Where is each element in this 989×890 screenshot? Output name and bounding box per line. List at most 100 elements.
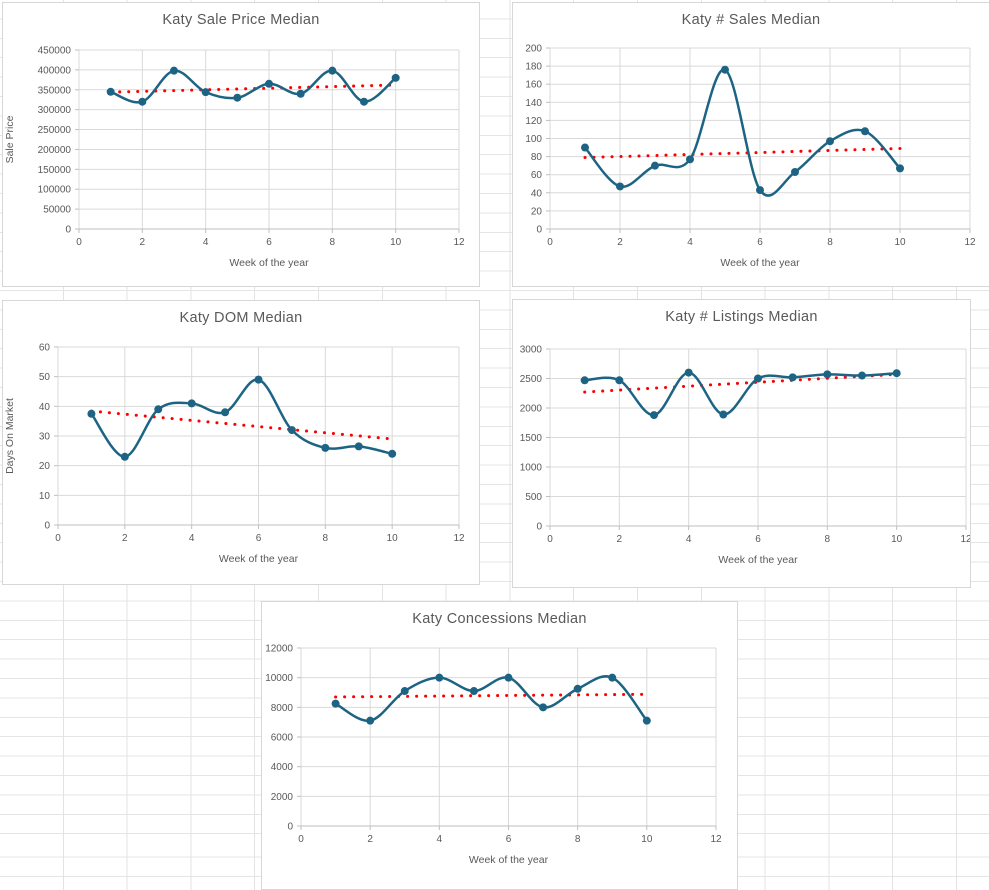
axes [54, 346, 460, 529]
data-point-marker[interactable] [469, 687, 478, 696]
data-point-marker[interactable] [120, 452, 129, 461]
data-point-marker[interactable] [400, 687, 409, 696]
series-line[interactable] [109, 69, 397, 104]
data-point-marker[interactable] [328, 66, 337, 75]
trendline[interactable] [109, 83, 398, 94]
plot-area[interactable]: 0 500 1000 1500 2000 2500 3000 0 2 4 6 8 10 12 Week of… [513, 300, 970, 587]
data-point-marker[interactable] [354, 442, 363, 451]
trendline[interactable] [89, 409, 394, 441]
svg-text:12: 12 [960, 534, 970, 545]
data-point-marker[interactable] [608, 673, 617, 682]
series-line[interactable] [90, 378, 394, 459]
svg-text:160: 160 [525, 80, 542, 91]
trendline[interactable] [583, 146, 902, 160]
data-point-marker[interactable] [187, 399, 196, 408]
data-point-marker[interactable] [331, 699, 340, 708]
svg-text:30: 30 [39, 432, 51, 443]
data-point-marker[interactable] [788, 373, 797, 382]
data-point-marker[interactable] [896, 164, 904, 173]
data-point-marker[interactable] [791, 167, 799, 176]
data-point-marker[interactable] [435, 673, 444, 682]
data-point-marker[interactable] [756, 186, 764, 195]
svg-text:2000: 2000 [271, 792, 294, 803]
data-point-marker[interactable] [360, 97, 368, 106]
data-point-marker[interactable] [642, 716, 651, 725]
data-point-marker[interactable] [892, 369, 901, 378]
svg-text:2: 2 [140, 237, 146, 248]
data-point-marker[interactable] [651, 161, 659, 170]
data-point-markers[interactable] [106, 66, 400, 106]
svg-text:8: 8 [825, 534, 831, 545]
data-point-marker[interactable] [684, 368, 693, 377]
data-point-marker[interactable] [581, 143, 589, 152]
data-point-marker[interactable] [201, 88, 210, 97]
axis-tick-labels: 0 20 40 60 80 100 120 140 160 180 200 0 2 4 6 8 10 12 [525, 44, 976, 249]
data-point-marker[interactable] [87, 409, 96, 418]
svg-text:10: 10 [390, 237, 402, 248]
data-point-marker[interactable] [858, 371, 866, 380]
data-point-marker[interactable] [580, 376, 589, 385]
svg-text:180: 180 [525, 62, 542, 73]
trendline[interactable] [583, 372, 899, 394]
data-point-marker[interactable] [296, 89, 305, 98]
svg-text:2500: 2500 [520, 374, 543, 385]
data-point-markers[interactable] [331, 673, 651, 725]
axis-tick-labels: 0 50000 100000 150000 200000 250000 300000 3500… [38, 46, 465, 249]
chart-katy-num-sales-median[interactable]: Katy # Sales Median 0 20 40 60 80 100 120 140 16… [512, 2, 989, 287]
trendline[interactable] [334, 692, 649, 699]
data-point-marker[interactable] [366, 716, 375, 725]
svg-text:200000: 200000 [38, 145, 72, 156]
data-point-marker[interactable] [233, 93, 242, 102]
svg-text:350000: 350000 [38, 85, 72, 96]
series-line[interactable] [334, 675, 649, 722]
data-point-marker[interactable] [287, 426, 296, 435]
data-point-marker[interactable] [573, 684, 582, 693]
data-point-marker[interactable] [321, 443, 330, 452]
data-point-marker[interactable] [754, 374, 762, 383]
data-point-marker[interactable] [391, 73, 400, 82]
svg-text:2000: 2000 [520, 404, 543, 415]
data-point-marker[interactable] [138, 97, 147, 106]
chart-katy-sale-price-median[interactable]: Katy Sale Price Median 0 50000 100000 15000… [2, 2, 480, 287]
data-point-markers[interactable] [87, 375, 397, 461]
data-point-marker[interactable] [616, 182, 624, 191]
series-line[interactable] [583, 68, 902, 197]
data-point-markers[interactable] [580, 368, 901, 420]
plot-area[interactable]: 0 2000 4000 6000 8000 10000 12000 0 2 4 6 8 10 12 Week… [262, 602, 737, 889]
axis-tick-labels: 0 10 20 30 40 50 60 0 2 4 6 8 10 12 [39, 343, 465, 545]
data-point-marker[interactable] [388, 449, 397, 458]
data-point-marker[interactable] [650, 411, 658, 420]
data-point-marker[interactable] [719, 410, 728, 419]
plot-area[interactable]: 0 10 20 30 40 50 60 0 2 4 6 8 10 12 Week of the year Da… [3, 301, 479, 584]
plot-area[interactable]: 0 50000 100000 150000 200000 250000 300000 3500… [3, 3, 479, 286]
axes [546, 348, 967, 530]
svg-text:10000: 10000 [265, 673, 293, 684]
chart-title: Katy # Listings Median [665, 309, 818, 325]
plot-area[interactable]: 0 20 40 60 80 100 120 140 160 180 200 0 2 4 6 8 10 12 Week… [513, 3, 989, 286]
svg-text:6: 6 [757, 237, 763, 248]
chart-katy-dom-median[interactable]: Katy DOM Median 0 10 20 30 40 50 60 0 2 4 6 8 10 12 We… [2, 300, 480, 585]
data-point-marker[interactable] [504, 673, 513, 682]
data-point-marker[interactable] [861, 127, 869, 136]
svg-text:8: 8 [575, 834, 581, 845]
chart-katy-concessions-median[interactable]: Katy Concessions Median 0 2000 4000 6000 800… [261, 601, 738, 890]
data-point-marker[interactable] [254, 375, 263, 384]
data-point-marker[interactable] [826, 137, 834, 146]
svg-text:3000: 3000 [520, 345, 543, 356]
data-point-marker[interactable] [106, 87, 115, 96]
data-point-marker[interactable] [686, 155, 694, 164]
series-line[interactable] [583, 371, 898, 417]
data-point-marker[interactable] [265, 79, 273, 88]
data-point-marker[interactable] [615, 376, 624, 385]
data-point-marker[interactable] [154, 405, 163, 414]
svg-text:2: 2 [617, 534, 623, 545]
data-point-marker[interactable] [823, 370, 832, 379]
svg-text:8: 8 [827, 237, 833, 248]
data-point-marker[interactable] [539, 703, 548, 712]
data-point-marker[interactable] [221, 408, 230, 417]
chart-katy-num-listings-median[interactable]: Katy # Listings Median 0 500 1000 1500 2000 2… [512, 299, 971, 588]
data-point-marker[interactable] [170, 66, 178, 75]
data-point-marker[interactable] [721, 65, 729, 74]
svg-text:10: 10 [891, 534, 903, 545]
data-point-markers[interactable] [581, 65, 904, 195]
